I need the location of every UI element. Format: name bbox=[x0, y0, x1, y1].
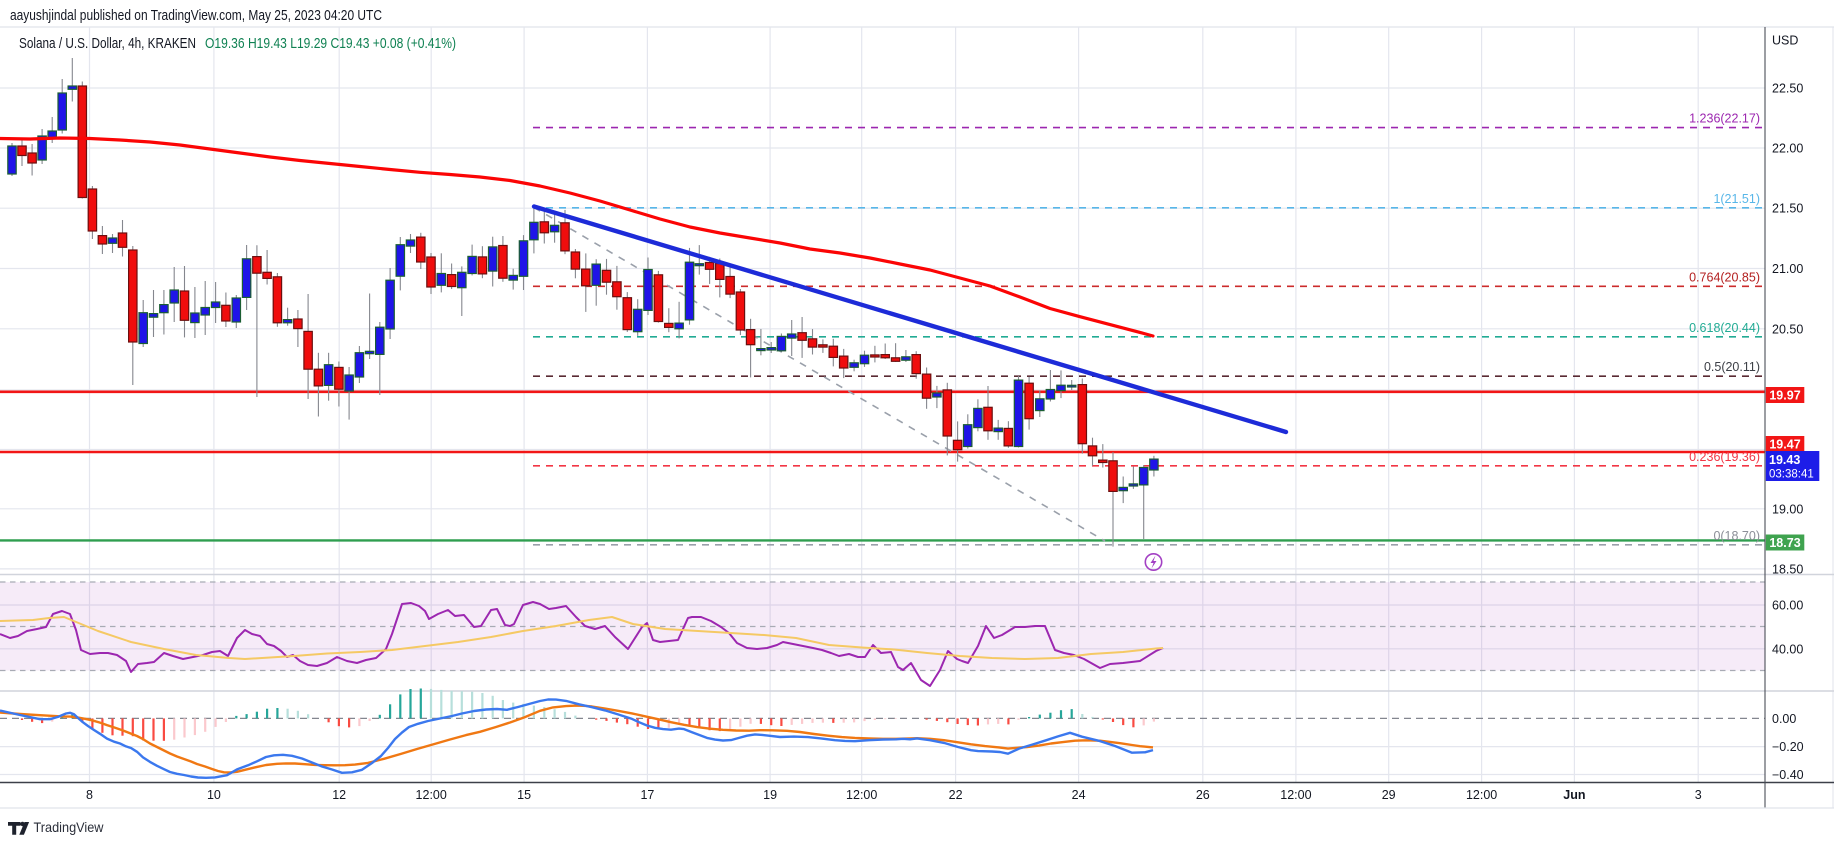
svg-text:0.236(19.36): 0.236(19.36) bbox=[1689, 450, 1760, 464]
svg-text:USD: USD bbox=[1772, 34, 1798, 48]
svg-text:10: 10 bbox=[207, 788, 221, 802]
svg-text:19.00: 19.00 bbox=[1772, 502, 1803, 516]
svg-text:40.00: 40.00 bbox=[1772, 642, 1803, 656]
svg-text:0.764(20.85): 0.764(20.85) bbox=[1689, 270, 1760, 284]
svg-text:29: 29 bbox=[1382, 788, 1396, 802]
svg-text:12:00: 12:00 bbox=[1280, 788, 1311, 802]
svg-text:3: 3 bbox=[1695, 788, 1702, 802]
svg-text:22.00: 22.00 bbox=[1772, 142, 1803, 156]
svg-text:19.43: 19.43 bbox=[1769, 453, 1800, 467]
svg-text:22: 22 bbox=[949, 788, 963, 802]
svg-text:0(18.70): 0(18.70) bbox=[1713, 529, 1760, 543]
svg-text:20.50: 20.50 bbox=[1772, 322, 1803, 336]
svg-text:1(21.51): 1(21.51) bbox=[1713, 192, 1760, 206]
svg-text:0.00: 0.00 bbox=[1772, 712, 1796, 726]
svg-text:8: 8 bbox=[86, 788, 93, 802]
svg-text:12:00: 12:00 bbox=[846, 788, 877, 802]
svg-text:60.00: 60.00 bbox=[1772, 599, 1803, 613]
svg-text:24: 24 bbox=[1072, 788, 1086, 802]
svg-text:Solana / U.S. Dollar, 4h, KRAK: Solana / U.S. Dollar, 4h, KRAKEN bbox=[19, 35, 196, 52]
svg-text:0.618(20.44): 0.618(20.44) bbox=[1689, 321, 1760, 335]
svg-text:21.50: 21.50 bbox=[1772, 202, 1803, 216]
svg-text:TradingView: TradingView bbox=[34, 820, 104, 835]
svg-text:−0.20: −0.20 bbox=[1772, 740, 1804, 754]
svg-text:19.97: 19.97 bbox=[1769, 389, 1800, 403]
svg-text:22.50: 22.50 bbox=[1772, 82, 1803, 96]
svg-text:26: 26 bbox=[1196, 788, 1210, 802]
svg-text:O19.36 H19.43 L19.29 C19.43: O19.36 H19.43 L19.29 C19.43 +0.08 (+0.41… bbox=[205, 35, 456, 52]
svg-text:aayushjindal published on Trad: aayushjindal published on TradingView.co… bbox=[10, 7, 382, 24]
svg-text:12:00: 12:00 bbox=[416, 788, 447, 802]
svg-text:1.236(22.17): 1.236(22.17) bbox=[1689, 112, 1760, 126]
svg-text:18.73: 18.73 bbox=[1769, 536, 1800, 550]
svg-text:12: 12 bbox=[332, 788, 346, 802]
svg-text:21.00: 21.00 bbox=[1772, 262, 1803, 276]
svg-text:19.47: 19.47 bbox=[1769, 438, 1800, 452]
svg-text:0.5(20.11): 0.5(20.11) bbox=[1704, 360, 1760, 374]
svg-text:−0.40: −0.40 bbox=[1772, 768, 1804, 782]
svg-text:12:00: 12:00 bbox=[1466, 788, 1497, 802]
svg-text:18.50: 18.50 bbox=[1772, 562, 1803, 576]
svg-text:15: 15 bbox=[517, 788, 531, 802]
svg-text:03:38:41: 03:38:41 bbox=[1769, 469, 1814, 481]
svg-text:17: 17 bbox=[640, 788, 654, 802]
svg-text:Jun: Jun bbox=[1563, 788, 1585, 802]
svg-text:19: 19 bbox=[763, 788, 777, 802]
